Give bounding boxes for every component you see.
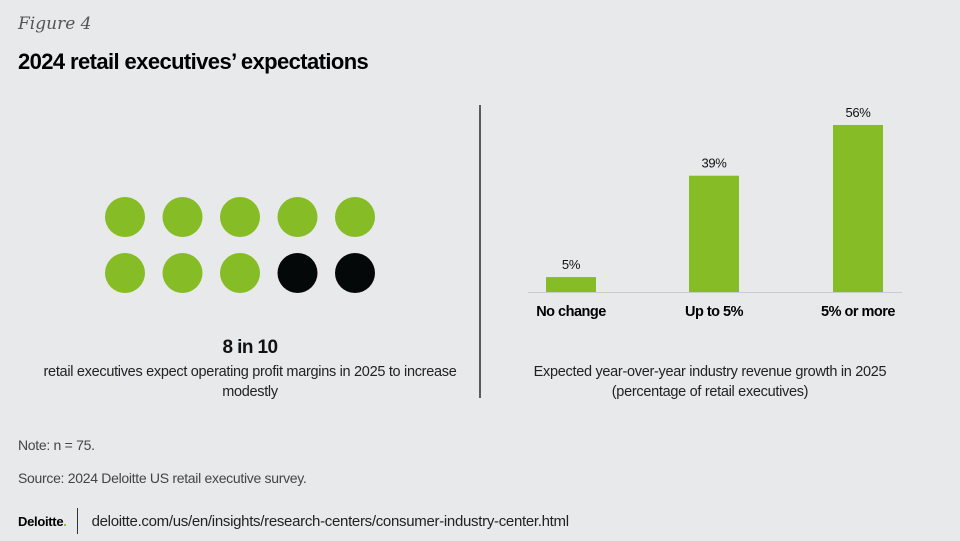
icon-dot-highlighted [162,253,203,293]
deloitte-logo: Deloitte. [18,514,67,529]
stat-description: retail executives expect operating profi… [43,364,457,400]
icon-dot-highlighted [335,197,375,237]
bar [546,277,596,292]
bar-value-label: 56% [845,105,871,120]
chart-xlabel: Expected year-over-year industry revenue… [533,364,887,380]
logo-dot: . [63,513,67,529]
category-label: Up to 5% [685,304,744,320]
logo-text: Deloitte [18,513,64,529]
source: Source: 2024 Deloitte US retail executiv… [18,470,307,486]
footer-separator [76,508,78,534]
footer: Deloitte. deloitte.com/us/en/insights/re… [18,508,569,534]
icon-dot-highlighted [162,197,203,237]
icon-dot-highlighted [220,253,260,293]
figure-label: Figure 4 [18,14,92,34]
figure-title: 2024 retail executives’ expectations [18,49,369,74]
icon-dot [277,253,318,293]
icon-dot [335,253,375,293]
source-url-link[interactable]: deloitte.com/us/en/insights/research-cen… [91,512,569,530]
note: Note: n = 75. [18,437,95,453]
category-label: 5% or more [821,304,895,320]
bar-value-label: 39% [701,156,727,171]
bar [833,125,883,292]
chart-caption: Expected year-over-year industry revenue… [500,362,920,402]
panel-divider [479,105,481,398]
icon-dot-highlighted [105,253,145,293]
icon-dot-highlighted [277,197,318,237]
stat-headline: 8 in 10 [222,337,279,358]
bar [689,175,739,292]
category-label: No change [536,304,606,320]
icon-dot-highlighted [220,197,260,237]
icon-dot-highlighted [105,197,145,237]
chart-xlabel-sub: (percentage of retail executives) [611,384,809,400]
bar-value-label: 5% [562,257,581,272]
